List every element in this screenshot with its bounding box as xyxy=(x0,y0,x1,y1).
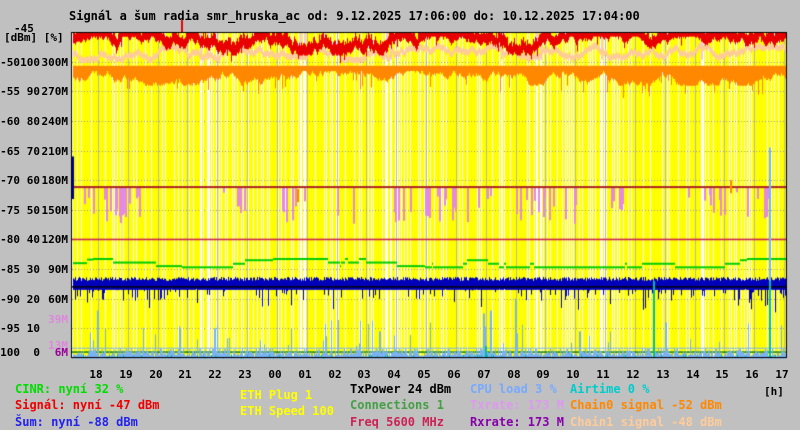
y-axis-units-label: [dBm] [%] xyxy=(4,31,64,44)
y-axis-extra-rate-label: 13M xyxy=(48,339,68,352)
y-axis-dbm-label: -95 xyxy=(0,322,20,335)
legend-item: Chain0 signal -52 dBm xyxy=(570,398,722,412)
legend-item: Rxrate: 173 M xyxy=(470,415,564,429)
y-axis-pct-label: 0 xyxy=(33,346,40,359)
x-axis-hour-label: 09 xyxy=(536,368,550,381)
y-axis-row: -85 30 90M xyxy=(0,264,68,275)
y-axis-rate-label: 240M xyxy=(41,115,69,128)
x-axis-hour-label: 23 xyxy=(238,368,252,381)
legend-item: Freq 5600 MHz xyxy=(350,415,444,429)
x-axis-hour-label: 18 xyxy=(89,368,103,381)
x-axis-hour-label: 19 xyxy=(119,368,133,381)
y-axis-pct-label: 20 xyxy=(26,293,40,306)
legend-item: Txrate: 173 M xyxy=(470,398,564,412)
y-axis-row: -65 70 210M xyxy=(0,146,68,157)
legend-item: CINR: nyní 32 % xyxy=(15,382,124,396)
y-axis-dbm-label: -85 xyxy=(0,263,20,276)
x-axis-hour-label: 07 xyxy=(477,368,491,381)
y-axis-row: -95 10 xyxy=(0,323,68,334)
y-axis-pct-label: 60 xyxy=(26,174,40,187)
x-axis-hour-label: 13 xyxy=(656,368,670,381)
x-axis-hour-label: 06 xyxy=(447,368,461,381)
y-axis-top-value: -45 xyxy=(14,22,34,35)
y-axis-rate-label: 150M xyxy=(41,204,69,217)
x-axis-hour-label: 17 xyxy=(775,368,789,381)
x-axis-hour-label: 22 xyxy=(208,368,222,381)
legend-item: Connections 1 xyxy=(350,398,444,412)
legend-item: ETH Speed 100 xyxy=(240,404,334,418)
x-axis-hour-label: 11 xyxy=(596,368,610,381)
x-axis-hour-label: 04 xyxy=(387,368,401,381)
y-axis-pct-label: 40 xyxy=(26,233,40,246)
y-axis-rate-label: 120M xyxy=(41,233,69,246)
x-axis-unit-label: [h] xyxy=(764,385,784,398)
legend-item: Chain1 signal -48 dBm xyxy=(570,415,722,429)
y-axis-extra-rate-label: 39M xyxy=(48,313,68,326)
y-axis-row: -50 100 300M xyxy=(0,57,68,68)
y-axis-extra-rate-label: 6M xyxy=(54,346,68,359)
y-axis-rate-label: 180M xyxy=(41,174,69,187)
y-axis-rate-label: 90M xyxy=(48,263,68,276)
y-axis-pct-label: 30 xyxy=(26,263,40,276)
legend-item: Signál: nyní -47 dBm xyxy=(15,398,160,412)
y-axis-dbm-label: -90 xyxy=(0,293,20,306)
x-axis-hour-label: 02 xyxy=(328,368,342,381)
x-axis-hour-label: 08 xyxy=(507,368,521,381)
legend-item: Šum: nyní -88 dBm xyxy=(15,415,138,429)
y-axis-rate-label: 60M xyxy=(48,293,68,306)
y-axis-row: -100 0 xyxy=(0,347,68,358)
legend-item: Airtime 0 % xyxy=(570,382,650,396)
x-axis-hour-label: 05 xyxy=(417,368,431,381)
y-axis-pct-label: 70 xyxy=(26,145,40,158)
x-axis-hour-label: 20 xyxy=(149,368,163,381)
y-axis-row: -70 60 180M xyxy=(0,175,68,186)
x-axis-hour-label: 14 xyxy=(686,368,700,381)
y-axis-row: -80 40 120M xyxy=(0,234,68,245)
y-axis-pct-label: 100 xyxy=(20,56,40,69)
y-axis-pct-label: 10 xyxy=(26,322,40,335)
y-axis-row: -60 80 240M xyxy=(0,116,68,127)
legend-item: ETH Plug 1 xyxy=(240,388,313,402)
x-axis-hour-label: 21 xyxy=(178,368,192,381)
x-axis-hour-label: 16 xyxy=(745,368,759,381)
y-axis-dbm-label: -65 xyxy=(0,145,20,158)
y-axis-dbm-label: -100 xyxy=(0,346,20,359)
y-axis-row: -90 20 60M xyxy=(0,294,68,305)
legend-item: TxPower 24 dBm xyxy=(350,382,452,396)
y-axis-row: -75 50 150M xyxy=(0,205,68,216)
y-axis-dbm-label: -55 xyxy=(0,85,20,98)
y-axis-dbm-label: -60 xyxy=(0,115,20,128)
x-axis-hour-label: 15 xyxy=(715,368,729,381)
y-axis-dbm-label: -50 xyxy=(0,56,20,69)
x-axis-hour-label: 10 xyxy=(566,368,580,381)
chart-title: Signál a šum radia smr_hruska_ac od: 9.1… xyxy=(69,9,640,23)
y-axis-rate-label: 210M xyxy=(41,145,69,158)
legend-item: CPU load 3 % xyxy=(470,382,557,396)
y-axis-pct-label: 90 xyxy=(26,85,40,98)
y-axis-row: -55 90 270M xyxy=(0,86,68,97)
x-axis-hour-label: 03 xyxy=(357,368,371,381)
y-axis-dbm-label: -75 xyxy=(0,204,20,217)
y-axis-dbm-label: -80 xyxy=(0,233,20,246)
y-axis-pct-label: 50 xyxy=(26,204,40,217)
x-axis-hour-label: 00 xyxy=(268,368,282,381)
x-axis-hour-label: 12 xyxy=(626,368,640,381)
y-axis-dbm-label: -70 xyxy=(0,174,20,187)
y-axis-pct-label: 80 xyxy=(26,115,40,128)
x-axis-hour-label: 01 xyxy=(298,368,312,381)
y-axis-rate-label: 270M xyxy=(41,85,69,98)
y-axis-rate-label: 300M xyxy=(41,56,69,69)
